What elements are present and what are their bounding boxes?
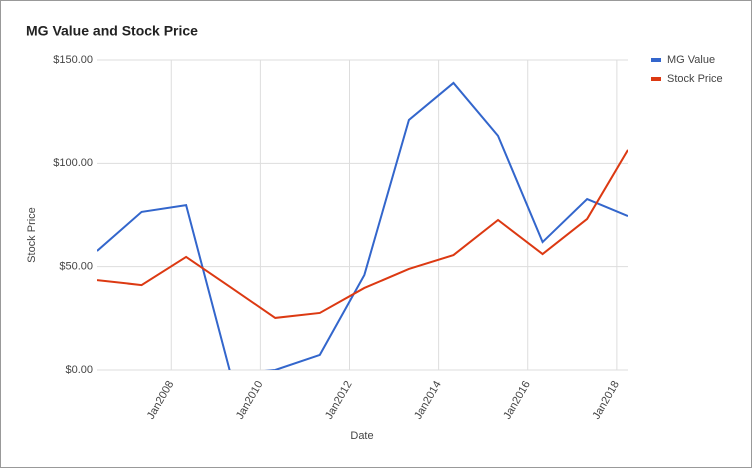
y-tick-label: $0.00 <box>65 364 93 376</box>
legend-label: Stock Price <box>667 73 723 85</box>
legend-label: MG Value <box>667 54 715 66</box>
grid <box>97 59 628 371</box>
series-line <box>97 81 628 370</box>
y-tick-label: $50.00 <box>59 261 93 273</box>
series-line <box>97 149 628 319</box>
chart-title: MG Value and Stock Price <box>26 23 198 39</box>
y-tick-label: $150.00 <box>53 54 93 66</box>
x-axis-label: Date <box>350 430 373 442</box>
y-axis-label: Stock Price <box>26 207 38 263</box>
y-tick-label: $100.00 <box>53 157 93 169</box>
plot <box>97 81 628 370</box>
